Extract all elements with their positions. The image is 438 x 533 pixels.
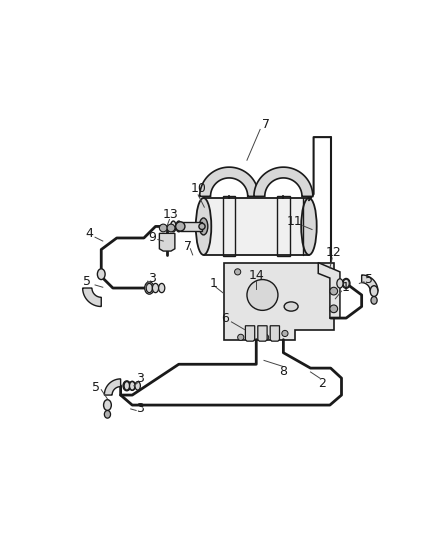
Polygon shape xyxy=(318,263,340,318)
Ellipse shape xyxy=(159,284,165,293)
Ellipse shape xyxy=(342,278,350,288)
Ellipse shape xyxy=(370,286,378,296)
Polygon shape xyxy=(204,198,309,255)
Text: 5: 5 xyxy=(92,381,100,394)
Ellipse shape xyxy=(97,269,105,280)
Polygon shape xyxy=(159,233,175,251)
Polygon shape xyxy=(245,326,255,341)
Circle shape xyxy=(235,269,241,275)
Text: 3: 3 xyxy=(136,372,144,385)
Text: 7: 7 xyxy=(262,117,270,131)
Text: 4: 4 xyxy=(86,227,94,240)
Ellipse shape xyxy=(130,382,135,390)
Ellipse shape xyxy=(176,221,181,232)
Ellipse shape xyxy=(199,223,205,230)
Circle shape xyxy=(262,334,268,341)
Polygon shape xyxy=(303,198,309,255)
Text: 3: 3 xyxy=(148,271,155,285)
Ellipse shape xyxy=(371,296,377,304)
Polygon shape xyxy=(224,263,334,340)
Polygon shape xyxy=(254,167,313,196)
Ellipse shape xyxy=(337,279,343,288)
Ellipse shape xyxy=(145,282,154,294)
Text: 11: 11 xyxy=(287,215,303,228)
Ellipse shape xyxy=(123,381,131,391)
Circle shape xyxy=(159,224,167,232)
Ellipse shape xyxy=(129,381,135,391)
Polygon shape xyxy=(362,275,378,291)
Text: 6: 6 xyxy=(221,312,229,325)
Text: 1: 1 xyxy=(342,281,350,294)
Text: 5: 5 xyxy=(83,276,91,288)
Circle shape xyxy=(282,330,288,336)
Ellipse shape xyxy=(284,302,298,311)
Text: 14: 14 xyxy=(248,269,264,282)
Circle shape xyxy=(238,334,244,341)
Ellipse shape xyxy=(199,218,208,235)
Ellipse shape xyxy=(196,198,211,255)
Text: 2: 2 xyxy=(318,377,326,390)
Ellipse shape xyxy=(104,410,110,418)
Ellipse shape xyxy=(152,284,159,293)
Polygon shape xyxy=(83,288,101,306)
Text: 10: 10 xyxy=(190,182,206,195)
Text: 8: 8 xyxy=(279,366,287,378)
Ellipse shape xyxy=(171,221,176,232)
Ellipse shape xyxy=(146,284,152,293)
Ellipse shape xyxy=(135,382,141,390)
Circle shape xyxy=(247,280,278,310)
Text: 5: 5 xyxy=(364,273,373,286)
Text: 3: 3 xyxy=(136,402,144,415)
Ellipse shape xyxy=(343,279,349,288)
Ellipse shape xyxy=(103,400,111,410)
Polygon shape xyxy=(180,222,202,231)
Ellipse shape xyxy=(124,382,130,390)
Ellipse shape xyxy=(124,382,130,390)
Circle shape xyxy=(330,305,338,313)
Text: 1: 1 xyxy=(210,277,218,290)
Ellipse shape xyxy=(176,222,185,231)
Polygon shape xyxy=(104,379,120,395)
Text: 9: 9 xyxy=(148,231,156,244)
Circle shape xyxy=(167,224,175,232)
Text: 12: 12 xyxy=(326,246,342,259)
Polygon shape xyxy=(258,326,267,341)
Ellipse shape xyxy=(301,198,317,255)
Text: 13: 13 xyxy=(163,208,179,221)
Polygon shape xyxy=(270,326,279,341)
Circle shape xyxy=(330,287,338,295)
Text: 7: 7 xyxy=(184,240,192,253)
Polygon shape xyxy=(200,167,258,196)
